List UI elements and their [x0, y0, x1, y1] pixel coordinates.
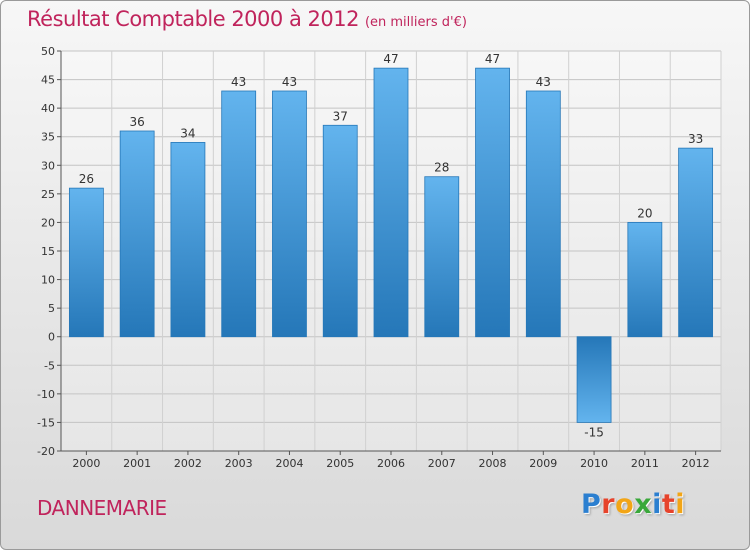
- x-tick-label: 2004: [275, 457, 303, 470]
- y-tick-label: -10: [37, 388, 55, 401]
- bar: [170, 142, 206, 338]
- y-tick-label: 40: [41, 102, 55, 115]
- bar: [424, 176, 460, 338]
- data-label: 37: [333, 109, 348, 123]
- bar: [68, 187, 104, 338]
- data-label: 43: [231, 75, 246, 89]
- x-tick-label: 2009: [529, 457, 557, 470]
- data-label: -15: [584, 425, 604, 439]
- chart-unit: (en milliers d'€): [364, 15, 467, 30]
- x-tick-label: 2006: [377, 457, 405, 470]
- x-tick-label: 2012: [682, 457, 710, 470]
- logo-letter: o: [615, 489, 635, 520]
- x-tick-label: 2000: [72, 457, 100, 470]
- y-tick-label: -20: [37, 445, 55, 458]
- bar: [272, 90, 307, 338]
- x-tick-label: 2007: [428, 457, 456, 470]
- chart-title: Résultat Comptable 2000 à 2012 (en millie…: [27, 7, 467, 31]
- data-label: 34: [180, 126, 195, 140]
- chart-title-text: Résultat Comptable 2000 à 2012: [27, 7, 359, 31]
- y-tick-label: -15: [37, 416, 55, 429]
- bar: [221, 90, 257, 338]
- x-tick-label: 2008: [479, 457, 507, 470]
- x-tick-label: 2001: [123, 457, 151, 470]
- logo-letter: x: [634, 489, 653, 520]
- bar: [627, 222, 663, 338]
- bar: [475, 67, 510, 338]
- y-tick-label: 25: [41, 188, 55, 201]
- x-tick-label: 2010: [580, 457, 608, 470]
- bar: [525, 90, 561, 338]
- data-label: 36: [130, 115, 145, 129]
- y-tick-label: 20: [41, 216, 55, 229]
- bar: [373, 67, 409, 338]
- logo-letter: r: [601, 489, 616, 520]
- y-tick-label: 50: [41, 45, 55, 58]
- bar: [678, 147, 714, 338]
- y-tick-label: -5: [44, 359, 55, 372]
- logo-letter: i: [675, 489, 686, 520]
- logo-letter: i: [652, 489, 662, 520]
- data-label: 43: [536, 75, 551, 89]
- y-tick-label: 30: [41, 159, 55, 172]
- x-tick-label: 2011: [631, 457, 659, 470]
- data-label: 47: [383, 52, 398, 66]
- y-tick-label: 10: [41, 274, 55, 287]
- y-tick-label: 45: [41, 74, 55, 87]
- y-tick-label: 0: [48, 331, 55, 344]
- bar: [322, 124, 358, 338]
- commune-name: DANNEMARIE: [37, 496, 167, 520]
- logo-letter: P: [581, 489, 602, 520]
- data-label: 33: [688, 132, 703, 146]
- proxiti-logo: Proxiti: [581, 489, 685, 520]
- y-tick-label: 15: [41, 245, 55, 258]
- x-tick-label: 2003: [225, 457, 253, 470]
- data-label: 20: [637, 206, 652, 220]
- bar: [576, 336, 612, 423]
- data-label: 28: [434, 161, 449, 175]
- data-label: 47: [485, 52, 500, 66]
- y-tick-label: 5: [48, 302, 55, 315]
- y-tick-label: 35: [41, 131, 55, 144]
- logo-letter: t: [661, 489, 676, 520]
- data-label: 43: [282, 75, 297, 89]
- x-tick-label: 2005: [326, 457, 354, 470]
- data-label: 26: [79, 172, 94, 186]
- x-tick-label: 2002: [174, 457, 202, 470]
- bar: [119, 130, 155, 338]
